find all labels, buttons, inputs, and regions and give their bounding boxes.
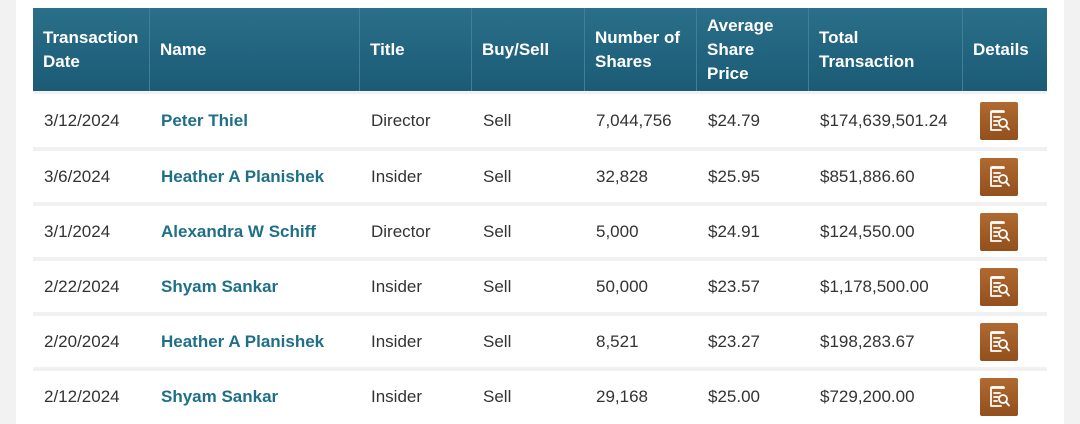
cell-average-share-price: $23.57	[697, 257, 809, 312]
cell-name-link[interactable]: Heather A Planishek	[150, 312, 360, 367]
document-search-icon	[986, 219, 1012, 245]
cell-title: Director	[360, 91, 472, 147]
cell-details	[963, 257, 1047, 312]
cell-total-transaction: $124,550.00	[809, 202, 963, 257]
cell-average-share-price: $25.95	[697, 147, 809, 202]
cell-transaction-date: 2/12/2024	[33, 367, 150, 422]
cell-average-share-price: $24.91	[697, 202, 809, 257]
cell-name-link[interactable]: Shyam Sankar	[150, 367, 360, 422]
column-header-details: Details	[963, 8, 1047, 91]
page: Transaction Date Name Title Buy/Sell Num…	[16, 0, 1064, 424]
cell-transaction-date: 3/12/2024	[33, 91, 150, 147]
details-button[interactable]	[980, 212, 1018, 251]
column-header-buy-sell: Buy/Sell	[472, 8, 585, 91]
table-row: 3/12/2024 Peter Thiel Director Sell 7,044,75…	[33, 91, 1047, 147]
cell-details	[963, 367, 1047, 422]
details-button[interactable]	[980, 157, 1018, 196]
cell-number-of-shares: 32,828	[585, 147, 697, 202]
document-search-icon	[986, 329, 1012, 355]
table-row: 2/12/2024 Shyam Sankar Insider Sell 29,168 $2…	[33, 367, 1047, 422]
cell-name-link[interactable]: Peter Thiel	[150, 91, 360, 147]
details-button[interactable]	[980, 267, 1018, 306]
cell-total-transaction: $729,200.00	[809, 367, 963, 422]
cell-number-of-shares: 8,521	[585, 312, 697, 367]
table-row: 3/6/2024 Heather A Planishek Insider Sell 32…	[33, 147, 1047, 202]
cell-number-of-shares: 7,044,756	[585, 91, 697, 147]
cell-details	[963, 91, 1047, 147]
column-header-transaction-date: Transaction Date	[33, 8, 150, 91]
cell-buy-sell: Sell	[472, 147, 585, 202]
cell-title: Insider	[360, 367, 472, 422]
cell-average-share-price: $25.00	[697, 367, 809, 422]
cell-buy-sell: Sell	[472, 257, 585, 312]
cell-buy-sell: Sell	[472, 367, 585, 422]
column-header-title: Title	[360, 8, 472, 91]
cell-title: Director	[360, 202, 472, 257]
cell-details	[963, 312, 1047, 367]
table-body: 3/12/2024 Peter Thiel Director Sell 7,044,75…	[33, 91, 1047, 422]
cell-total-transaction: $851,886.60	[809, 147, 963, 202]
table-row: 2/22/2024 Shyam Sankar Insider Sell 50,000 $2…	[33, 257, 1047, 312]
cell-name-link[interactable]: Heather A Planishek	[150, 147, 360, 202]
insider-transactions-table: Transaction Date Name Title Buy/Sell Num…	[33, 8, 1047, 422]
cell-buy-sell: Sell	[472, 91, 585, 147]
details-button[interactable]	[980, 322, 1018, 361]
document-search-icon	[986, 274, 1012, 300]
cell-buy-sell: Sell	[472, 312, 585, 367]
cell-number-of-shares: 50,000	[585, 257, 697, 312]
details-button[interactable]	[980, 377, 1018, 416]
cell-average-share-price: $24.79	[697, 91, 809, 147]
cell-number-of-shares: 5,000	[585, 202, 697, 257]
column-header-name: Name	[150, 8, 360, 91]
cell-title: Insider	[360, 257, 472, 312]
cell-transaction-date: 2/22/2024	[33, 257, 150, 312]
cell-total-transaction: $174,639,501.24	[809, 91, 963, 147]
column-header-total-transaction: Total Transaction	[809, 8, 963, 91]
document-search-icon	[986, 164, 1012, 190]
column-header-number-of-shares: Number of Shares	[585, 8, 697, 91]
details-button[interactable]	[980, 101, 1018, 140]
table-row: 3/1/2024 Alexandra W Schiff Director Sell 5,…	[33, 202, 1047, 257]
cell-number-of-shares: 29,168	[585, 367, 697, 422]
cell-transaction-date: 2/20/2024	[33, 312, 150, 367]
document-search-icon	[986, 108, 1012, 134]
cell-title: Insider	[360, 147, 472, 202]
cell-total-transaction: $198,283.67	[809, 312, 963, 367]
cell-name-link[interactable]: Shyam Sankar	[150, 257, 360, 312]
cell-title: Insider	[360, 312, 472, 367]
cell-details	[963, 202, 1047, 257]
cell-total-transaction: $1,178,500.00	[809, 257, 963, 312]
cell-details	[963, 147, 1047, 202]
cell-buy-sell: Sell	[472, 202, 585, 257]
cell-transaction-date: 3/1/2024	[33, 202, 150, 257]
document-search-icon	[986, 384, 1012, 410]
table-row: 2/20/2024 Heather A Planishek Insider Sell 8…	[33, 312, 1047, 367]
column-header-average-share-price: Average Share Price	[697, 8, 809, 91]
table-header-row: Transaction Date Name Title Buy/Sell Num…	[33, 8, 1047, 91]
cell-name-link[interactable]: Alexandra W Schiff	[150, 202, 360, 257]
cell-average-share-price: $23.27	[697, 312, 809, 367]
cell-transaction-date: 3/6/2024	[33, 147, 150, 202]
